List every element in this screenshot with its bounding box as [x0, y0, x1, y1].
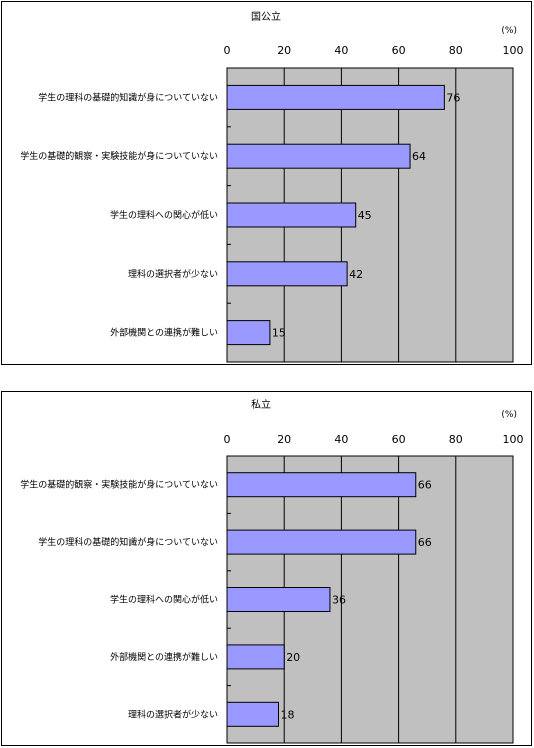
bar — [226, 529, 417, 555]
x-tick-label: 40 — [334, 433, 348, 446]
x-tick-label: 80 — [449, 44, 463, 57]
category-label: 外部機関との連携が難しい — [110, 651, 218, 663]
x-tick-label: 100 — [503, 44, 524, 57]
x-tick-label: 0 — [224, 44, 231, 57]
chart-panel-private: 私立 (%) 0 20 40 60 80 100 学生の基礎的観察・実験技能が身についていない 6… — [1, 391, 532, 746]
category-label: 学生の理科の基礎的知識が身についていない — [38, 91, 218, 103]
data-label: 66 — [418, 536, 432, 549]
data-label: 66 — [418, 479, 432, 492]
x-tick-label: 100 — [503, 433, 524, 446]
unit-label: (%) — [501, 26, 517, 36]
x-tick-label: 20 — [277, 44, 291, 57]
data-label: 20 — [286, 651, 300, 664]
bar — [226, 261, 348, 287]
bar — [226, 202, 357, 228]
bar — [226, 143, 411, 169]
data-label: 45 — [358, 209, 372, 222]
data-label: 42 — [349, 268, 363, 281]
bar — [226, 701, 279, 727]
bar — [226, 644, 285, 670]
data-label: 76 — [446, 91, 460, 104]
data-label: 36 — [332, 594, 346, 607]
bar — [226, 320, 271, 346]
chart-panel-public: 国公立 (%) 0 20 40 60 80 100 学生の理科の基礎的知識が身についていない 76… — [1, 1, 532, 365]
category-label: 理科の選択者が少ない — [128, 708, 218, 720]
x-tick-label: 20 — [277, 433, 291, 446]
chart-title: 国公立 — [251, 10, 281, 23]
bar — [226, 587, 331, 612]
bar — [226, 472, 417, 498]
category-label: 学生の理科への関心が低い — [110, 209, 218, 221]
bar — [226, 84, 445, 110]
x-tick-label: 60 — [392, 433, 406, 446]
category-label: 学生の理科への関心が低い — [110, 594, 218, 606]
category-label: 理科の選択者が少ない — [128, 268, 218, 280]
data-label: 64 — [412, 150, 426, 163]
category-label: 学生の基礎的観察・実験技能が身についていない — [20, 150, 218, 162]
x-tick-label: 40 — [334, 44, 348, 57]
category-label: 外部機関との連携が難しい — [110, 327, 218, 339]
x-tick-label: 80 — [449, 433, 463, 446]
bar-chart-public: 国公立 (%) 0 20 40 60 80 100 学生の理科の基礎的知識が身についていない 76… — [20, 10, 524, 363]
chart-title: 私立 — [251, 398, 271, 411]
x-tick-label: 60 — [392, 44, 406, 57]
unit-label: (%) — [501, 410, 517, 420]
data-label: 18 — [280, 708, 294, 721]
category-label: 学生の理科の基礎的知識が身についていない — [38, 536, 218, 548]
data-label: 15 — [272, 327, 286, 340]
category-label: 学生の基礎的観察・実験技能が身についていない — [20, 479, 218, 491]
bar-chart-private: 私立 (%) 0 20 40 60 80 100 学生の基礎的観察・実験技能が身についていない 6… — [20, 398, 524, 744]
x-tick-label: 0 — [224, 433, 231, 446]
